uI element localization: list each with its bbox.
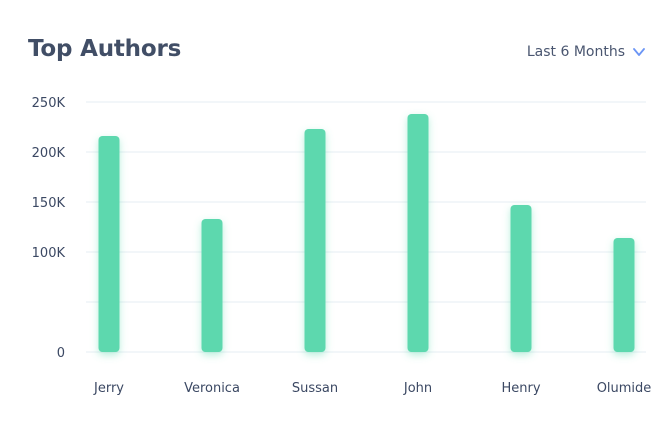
x-tick-label: Henry [501, 381, 540, 396]
x-tick-label: John [403, 381, 432, 396]
chevron-down-icon [633, 48, 645, 56]
bar-olumide[interactable] [613, 238, 635, 352]
bar-henry[interactable] [510, 205, 532, 352]
chart-title: Top Authors [28, 36, 182, 62]
y-axis-labels: 0 100K 150K 200K 250K [32, 96, 66, 361]
y-tick-label: 0 [57, 346, 65, 361]
x-tick-label: Sussan [292, 381, 338, 396]
bar-sussan[interactable] [304, 129, 326, 352]
y-tick-label: 100K [32, 246, 66, 261]
y-tick-label: 200K [32, 146, 66, 161]
x-tick-label: Olumide [597, 381, 652, 396]
bar-jerry[interactable] [98, 136, 120, 352]
y-tick-label: 250K [32, 96, 66, 111]
x-axis-labels: Jerry Veronica Sussan John Henry Olumide [93, 381, 651, 396]
y-tick-label: 150K [32, 196, 66, 211]
time-range-dropdown[interactable]: Last 6 Months [527, 44, 646, 60]
grid-lines [86, 101, 646, 353]
bar-john[interactable] [407, 114, 429, 352]
x-tick-label: Veronica [184, 381, 240, 396]
x-tick-label: Jerry [93, 381, 124, 396]
bars [98, 114, 635, 352]
time-range-label: Last 6 Months [526, 44, 625, 60]
bar-veronica[interactable] [201, 219, 223, 352]
